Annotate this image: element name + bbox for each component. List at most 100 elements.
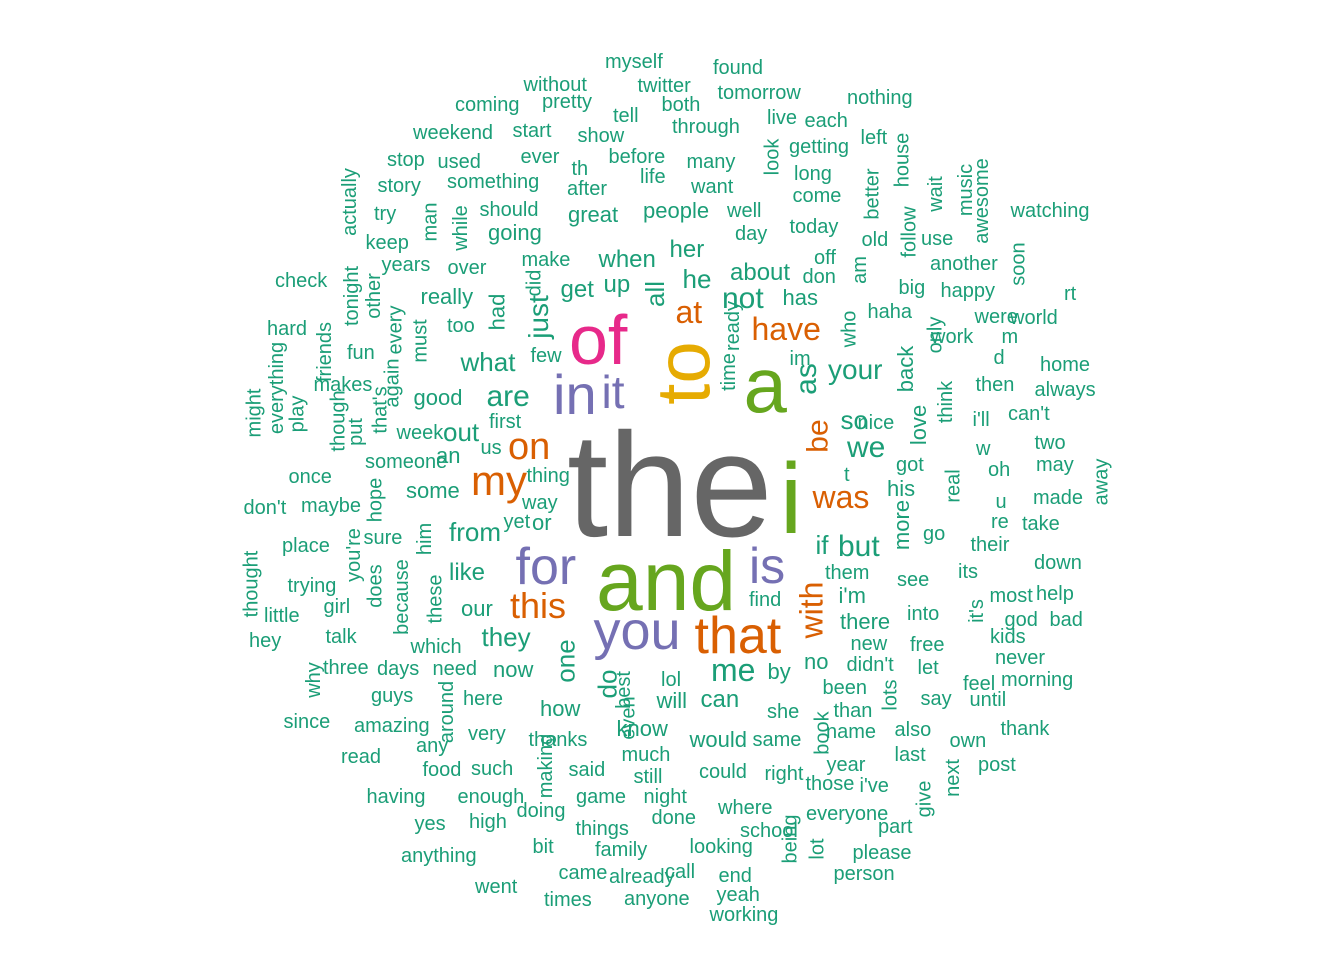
word-285: looking	[689, 836, 753, 858]
word-231: lol	[661, 669, 682, 691]
word-214: its	[958, 561, 978, 583]
word-296: anyone	[624, 888, 690, 910]
word-12: my	[471, 457, 527, 504]
word-45: can	[700, 686, 740, 713]
word-256: said	[568, 759, 606, 781]
word-15: with	[792, 581, 829, 639]
word-106: start	[512, 120, 552, 142]
word-178: can't	[1008, 403, 1050, 425]
word-128: try	[374, 203, 397, 225]
word-156: must	[409, 319, 432, 363]
word-101: tell	[613, 105, 639, 127]
word-8: you	[593, 601, 681, 661]
word-83: see	[897, 569, 930, 591]
word-195: hope	[363, 477, 386, 523]
word-20: me	[711, 652, 756, 688]
word-105: weekend	[413, 122, 494, 144]
word-168: makes	[313, 374, 373, 396]
word-276: yes	[414, 813, 446, 835]
word-196: way	[522, 492, 558, 514]
word-266: i've	[859, 775, 889, 797]
word-205: him	[414, 522, 437, 556]
word-58: good	[413, 385, 463, 410]
word-29: all	[640, 280, 671, 308]
word-60: some	[406, 478, 460, 503]
word-274: everyone	[806, 803, 889, 825]
word-76: need	[432, 658, 478, 680]
word-1: i	[780, 443, 803, 555]
word-155: hard	[267, 318, 308, 340]
word-261: next	[941, 759, 964, 797]
word-16: have	[751, 311, 821, 347]
word-202: place	[282, 535, 330, 557]
word-193: don't	[243, 497, 287, 519]
word-91: something	[447, 171, 540, 193]
word-114: many	[686, 151, 736, 173]
word-284: family	[595, 839, 648, 861]
word-40: one	[550, 639, 581, 683]
word-88: today	[789, 216, 839, 238]
word-239: lots	[879, 679, 902, 711]
word-283: bit	[532, 836, 554, 858]
word-235: morning	[1001, 669, 1074, 691]
word-147: every	[383, 305, 406, 355]
word-100: nothing	[847, 87, 913, 109]
word-161: fun	[347, 342, 375, 364]
word-265: those	[805, 773, 855, 795]
word-124: wait	[924, 176, 947, 212]
word-134: old	[861, 229, 889, 251]
word-66: should	[479, 199, 539, 221]
word-109: getting	[789, 136, 850, 158]
word-89: well	[727, 200, 762, 222]
word-97: coming	[455, 94, 520, 116]
word-135: use	[921, 228, 954, 250]
word-180: week	[396, 422, 444, 444]
word-85: go	[923, 523, 946, 545]
word-82: new	[850, 633, 888, 655]
word-35: what	[460, 347, 516, 377]
word-182: w	[976, 438, 991, 460]
word-5: of	[569, 301, 628, 379]
word-294: yeah	[716, 884, 760, 906]
word-289: came	[558, 862, 608, 884]
word-81: been	[822, 677, 868, 699]
word-272: where	[718, 797, 773, 819]
word-150: big	[898, 277, 926, 299]
word-171: always	[1034, 379, 1096, 401]
word-133: keep	[365, 232, 409, 254]
word-26: your	[828, 354, 883, 385]
word-163: im	[789, 348, 811, 370]
word-102: through	[672, 116, 740, 138]
word-141: am	[848, 256, 871, 284]
word-115: look	[760, 138, 783, 176]
word-54: her	[669, 236, 705, 263]
word-154: world	[1010, 307, 1058, 329]
word-268: having	[366, 786, 426, 808]
word-142: another	[930, 253, 998, 275]
word-9: that	[694, 607, 782, 665]
word-6: in	[553, 363, 597, 426]
word-120: better	[861, 168, 884, 220]
word-33: when	[598, 246, 656, 273]
word-241: feel	[963, 673, 996, 695]
word-110: stop	[387, 149, 425, 171]
word-87: day	[735, 223, 768, 245]
word-136: off	[814, 247, 836, 269]
word-258: could	[699, 761, 747, 783]
word-61: or	[532, 510, 552, 535]
word-39: they	[481, 622, 531, 652]
word-209: trying	[287, 575, 337, 597]
word-255: making	[535, 733, 558, 799]
word-48: by	[767, 659, 791, 684]
word-204: sure	[363, 527, 403, 549]
word-228: three	[323, 657, 369, 679]
word-52: back	[893, 345, 919, 393]
word-259: right	[764, 763, 804, 785]
word-59: an	[436, 443, 461, 468]
word-25: we	[847, 431, 886, 464]
word-244: amazing	[354, 715, 430, 737]
word-145: tonight	[341, 265, 364, 327]
word-279: things	[575, 818, 629, 840]
word-75: now	[493, 657, 534, 682]
word-229: days	[377, 658, 420, 680]
